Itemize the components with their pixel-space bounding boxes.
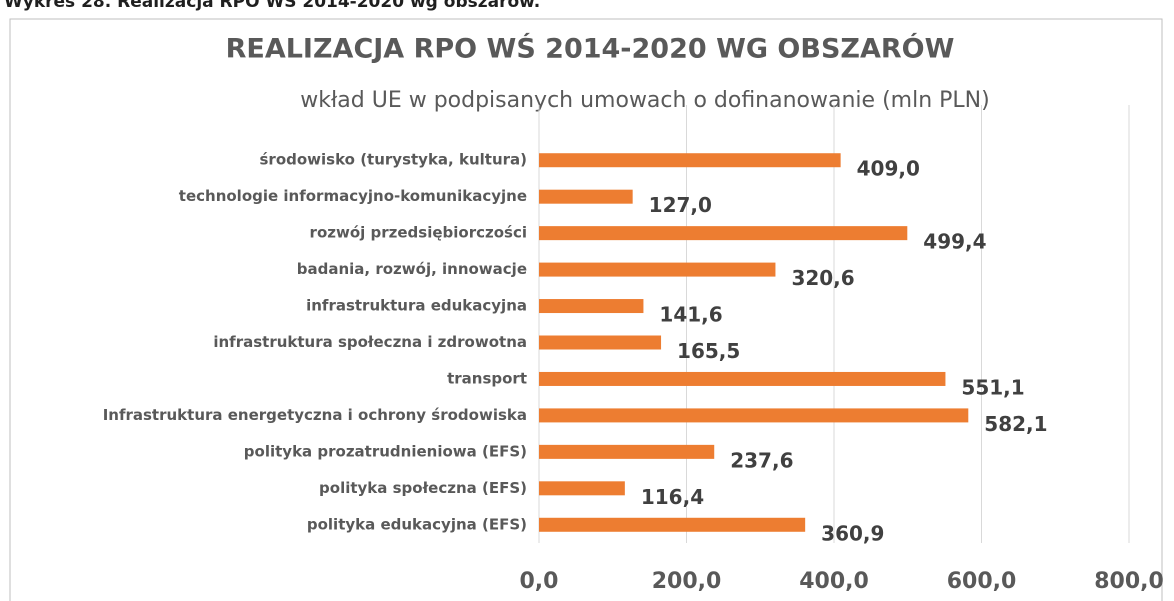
category-label: środowisko (turystyka, kultura) bbox=[260, 151, 528, 169]
value-label: 237,6 bbox=[730, 448, 793, 472]
value-label: 499,4 bbox=[923, 230, 986, 254]
category-label: infrastruktura społeczna i zdrowotna bbox=[213, 333, 527, 351]
category-label: rozwój przedsiębiorczości bbox=[310, 224, 527, 242]
category-label: transport bbox=[447, 369, 527, 387]
x-tick-label: 800,0 bbox=[1094, 569, 1164, 594]
value-label: 116,4 bbox=[641, 485, 704, 509]
bar bbox=[539, 299, 644, 314]
caption: Wykres 28. Realizacja RPO WŚ 2014-2020 w… bbox=[4, 0, 540, 12]
chart-subtitle: wkład UE w podpisanych umowach o dofinan… bbox=[300, 88, 989, 113]
chart-title: REALIZACJA RPO WŚ 2014-2020 WG OBSZARÓW bbox=[226, 33, 955, 65]
x-tick-label: 400,0 bbox=[799, 569, 869, 594]
bar bbox=[539, 226, 908, 241]
chart-border bbox=[9, 18, 1163, 601]
category-label: Infrastruktura energetyczna i ochrony śr… bbox=[103, 406, 527, 424]
category-label: polityka edukacyjna (EFS) bbox=[307, 515, 527, 533]
value-label: 360,9 bbox=[821, 521, 884, 545]
value-label: 165,5 bbox=[677, 339, 740, 363]
bar bbox=[539, 189, 633, 204]
x-tick-label: 600,0 bbox=[947, 569, 1017, 594]
category-label: badania, rozwój, innowacje bbox=[297, 260, 527, 278]
value-label: 551,1 bbox=[961, 375, 1024, 399]
value-label: 127,0 bbox=[649, 193, 712, 217]
category-label: polityka prozatrudnieniowa (EFS) bbox=[244, 442, 527, 460]
value-label: 582,1 bbox=[984, 412, 1047, 436]
bar bbox=[539, 335, 662, 350]
category-label: polityka społeczna (EFS) bbox=[319, 479, 527, 497]
value-label: 141,6 bbox=[659, 303, 722, 327]
bar bbox=[539, 371, 946, 386]
x-tick-label: 200,0 bbox=[652, 569, 722, 594]
bar bbox=[539, 517, 806, 532]
bar bbox=[539, 444, 715, 459]
bar bbox=[539, 408, 969, 423]
x-tick-label: 0,0 bbox=[520, 569, 559, 594]
bar bbox=[539, 262, 776, 277]
category-label: infrastruktura edukacyjna bbox=[306, 297, 527, 315]
value-label: 409,0 bbox=[857, 157, 920, 181]
bar bbox=[539, 153, 841, 168]
value-label: 320,6 bbox=[791, 266, 854, 290]
category-label: technologie informacyjno-komunikacyjne bbox=[179, 187, 527, 205]
bar bbox=[539, 481, 625, 496]
